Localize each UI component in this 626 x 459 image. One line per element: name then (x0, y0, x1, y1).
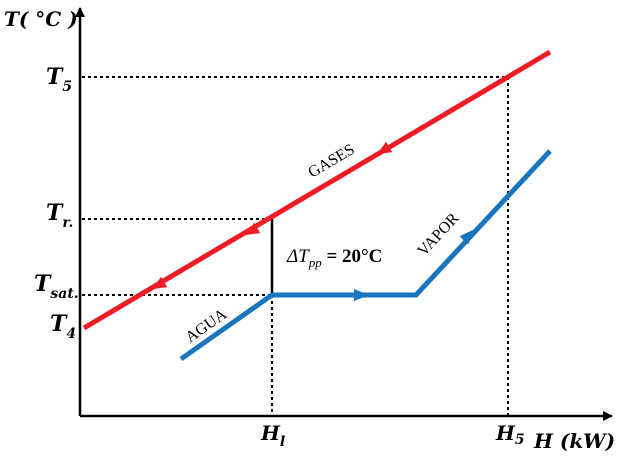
gases-line (82, 49, 552, 331)
h5-label: H5 (495, 421, 525, 448)
y-axis-title: T( °C ) (4, 7, 78, 31)
tsat-label: Tsat. (34, 271, 79, 302)
water-arrow-horizontal (354, 289, 369, 301)
gases-label: GASES (305, 141, 357, 181)
t5-label: T5 (46, 64, 72, 95)
x-axis-title: H (kW) (533, 429, 615, 453)
hl-label: Hl (260, 421, 285, 450)
gases-arrow-lower (152, 276, 168, 290)
water-steam-line (179, 149, 552, 362)
gases-arrow-upper (377, 141, 393, 155)
t4-label: T4 (50, 311, 76, 342)
pinch-delta-label: ΔTpp = 20°C (286, 246, 382, 270)
tr-label: Tr. (46, 200, 73, 231)
vapor-arrow (459, 229, 475, 245)
gases-arrow-middle (245, 222, 261, 236)
